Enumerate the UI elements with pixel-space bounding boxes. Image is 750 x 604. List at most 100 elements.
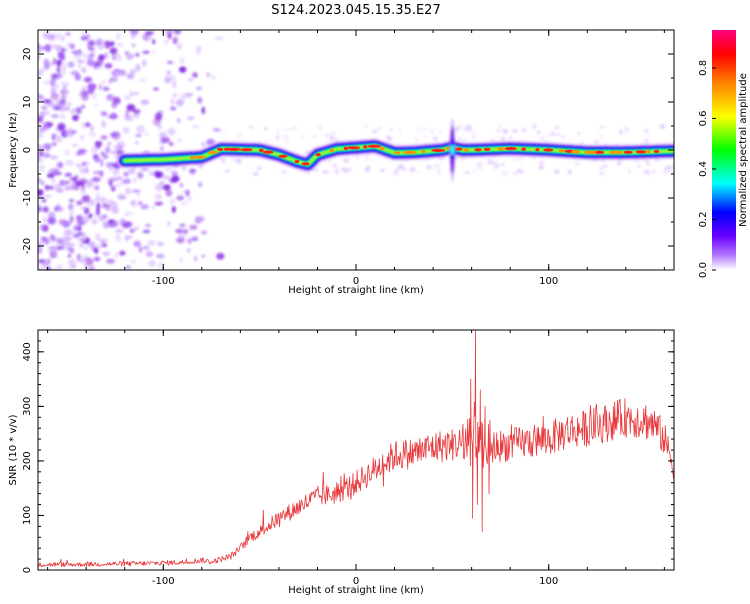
colorbar-gradient [712, 30, 736, 270]
noise-blob [644, 128, 649, 134]
y-tick-label-bottom: 200 [22, 451, 33, 470]
snr-frame [37, 329, 675, 571]
ridge-peak [543, 148, 554, 152]
noise-blob [170, 99, 175, 106]
noise-blob [44, 44, 52, 52]
colorbar-label: Normalized spectral amplitude [738, 73, 749, 227]
noise-blob [56, 206, 65, 212]
noise-blob [62, 222, 71, 228]
noise-blob [508, 135, 513, 140]
noise-blob [126, 73, 135, 80]
noise-blob [123, 178, 131, 184]
noise-blob [44, 237, 50, 245]
noise-blob [187, 238, 192, 244]
noise-blob [103, 238, 108, 245]
noise-blob [43, 110, 50, 116]
ridge-peak [259, 148, 264, 152]
noise-blob [49, 78, 56, 87]
noise-blob [53, 266, 62, 270]
noise-blob [659, 124, 666, 129]
noise-blob [110, 47, 116, 54]
noise-blob [457, 137, 462, 141]
noise-blob [536, 130, 541, 135]
noise-blob [114, 251, 119, 259]
noise-blob [48, 246, 56, 250]
noise-blob [257, 168, 261, 171]
ridge-peak [595, 150, 605, 154]
noise-blob [130, 114, 135, 119]
noise-blob [59, 113, 66, 120]
noise-blob [167, 127, 176, 136]
noise-blob [111, 185, 116, 192]
noise-blob [143, 131, 149, 136]
noise-blob [69, 177, 77, 181]
noise-blob [133, 227, 139, 231]
noise-blob [96, 202, 101, 211]
noise-blob [124, 95, 131, 101]
ridge-peak [646, 150, 651, 154]
noise-blob [67, 102, 71, 107]
noise-blob [422, 128, 427, 131]
noise-blob [487, 158, 493, 162]
noise-blob [312, 135, 318, 138]
noise-blob [176, 138, 182, 143]
noise-blob [152, 118, 162, 126]
noise-blob [560, 135, 566, 139]
noise-blob [403, 168, 407, 172]
noise-blob [408, 170, 414, 173]
noise-blob [201, 106, 205, 115]
noise-blob [155, 171, 164, 179]
noise-blob [539, 160, 544, 165]
noise-blob [237, 138, 240, 141]
noise-blob [181, 201, 188, 207]
noise-blob [42, 216, 47, 223]
noise-blob [116, 229, 123, 233]
noise-blob [187, 195, 191, 202]
noise-blob [179, 182, 184, 188]
noise-blob [473, 168, 476, 173]
noise-blob [599, 125, 605, 129]
noise-blob [212, 128, 221, 132]
snr-line [38, 330, 674, 568]
noise-blob [142, 59, 147, 67]
noise-blob [140, 167, 150, 171]
noise-blob [106, 199, 114, 204]
noise-blob [81, 31, 85, 37]
noise-blob [53, 171, 62, 176]
noise-blob [65, 159, 74, 166]
noise-blob [389, 127, 393, 132]
noise-blob [38, 55, 41, 60]
noise-blob [43, 153, 51, 158]
noise-blob [77, 59, 86, 64]
noise-blob [136, 125, 145, 133]
noise-blob [580, 142, 584, 145]
noise-blob [49, 155, 59, 160]
colorbar-tick-label: 0.4 [698, 161, 709, 177]
noise-blob [112, 130, 120, 136]
noise-blob [231, 158, 238, 162]
noise-blob [88, 130, 97, 138]
noise-blob [38, 246, 43, 255]
noise-blob [172, 92, 178, 99]
ridge-peak [463, 148, 470, 152]
noise-blob [126, 54, 135, 58]
noise-blob [166, 220, 171, 227]
snr-panel: -100 0 100 0 100 200 300 400 Height of straight… [8, 329, 675, 596]
noise-blob [415, 171, 420, 174]
snr-xlabel: Height of straight line (km) [288, 585, 424, 596]
noise-blob [96, 192, 100, 199]
noise-blob [200, 230, 208, 235]
noise-blob [164, 39, 169, 46]
noise-blob [111, 205, 119, 214]
noise-blob [152, 170, 156, 176]
noise-blob [171, 205, 176, 214]
ridge-peak [227, 147, 241, 151]
noise-blob [38, 149, 44, 157]
noise-blob [55, 98, 60, 107]
noise-blob [599, 166, 603, 170]
noise-blob [292, 126, 296, 130]
noise-blob [602, 164, 608, 168]
noise-blob [127, 167, 136, 175]
